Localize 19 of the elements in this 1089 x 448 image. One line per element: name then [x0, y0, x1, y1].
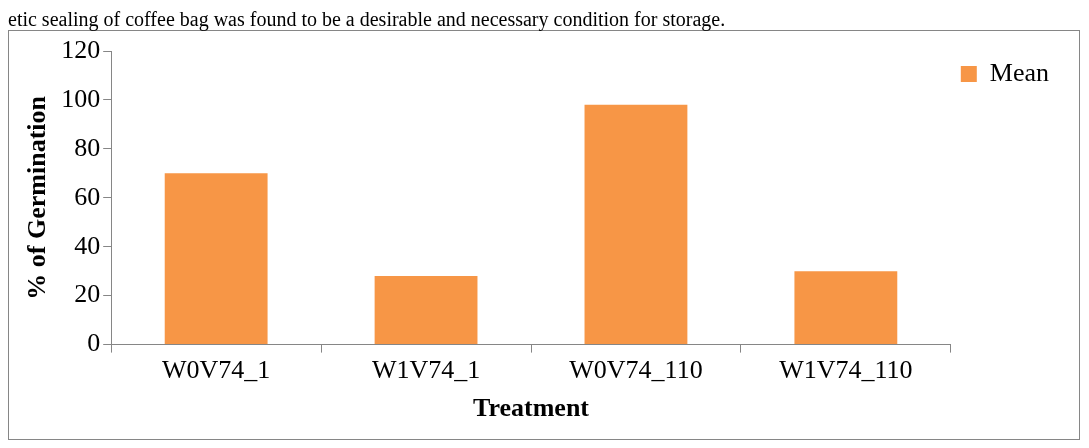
bar — [794, 271, 898, 345]
y-tick-label: 80 — [74, 132, 101, 162]
x-tick-label: W1V74_110 — [779, 355, 913, 385]
y-tick-label: 60 — [74, 181, 101, 211]
y-tick-label: 100 — [61, 83, 101, 113]
x-tick-label: W0V74_110 — [569, 355, 703, 385]
y-tick-label: 20 — [74, 279, 101, 309]
bar — [584, 104, 688, 345]
bar — [374, 276, 478, 345]
legend-label: Mean — [989, 57, 1049, 87]
y-tick-label: 0 — [87, 328, 101, 358]
y-tick-label: 120 — [61, 34, 101, 64]
x-tick-label: W0V74_1 — [161, 355, 271, 385]
x-axis-title: Treatment — [473, 393, 590, 423]
bar — [164, 173, 268, 345]
y-axis-title: % of Germination — [22, 95, 52, 300]
text: etic sealing of coffee bag was found to be a desirable and necessary condition for storage. — [8, 8, 727, 30]
x-tick-label: W1V74_1 — [371, 355, 481, 385]
y-tick-label: 40 — [74, 230, 101, 260]
